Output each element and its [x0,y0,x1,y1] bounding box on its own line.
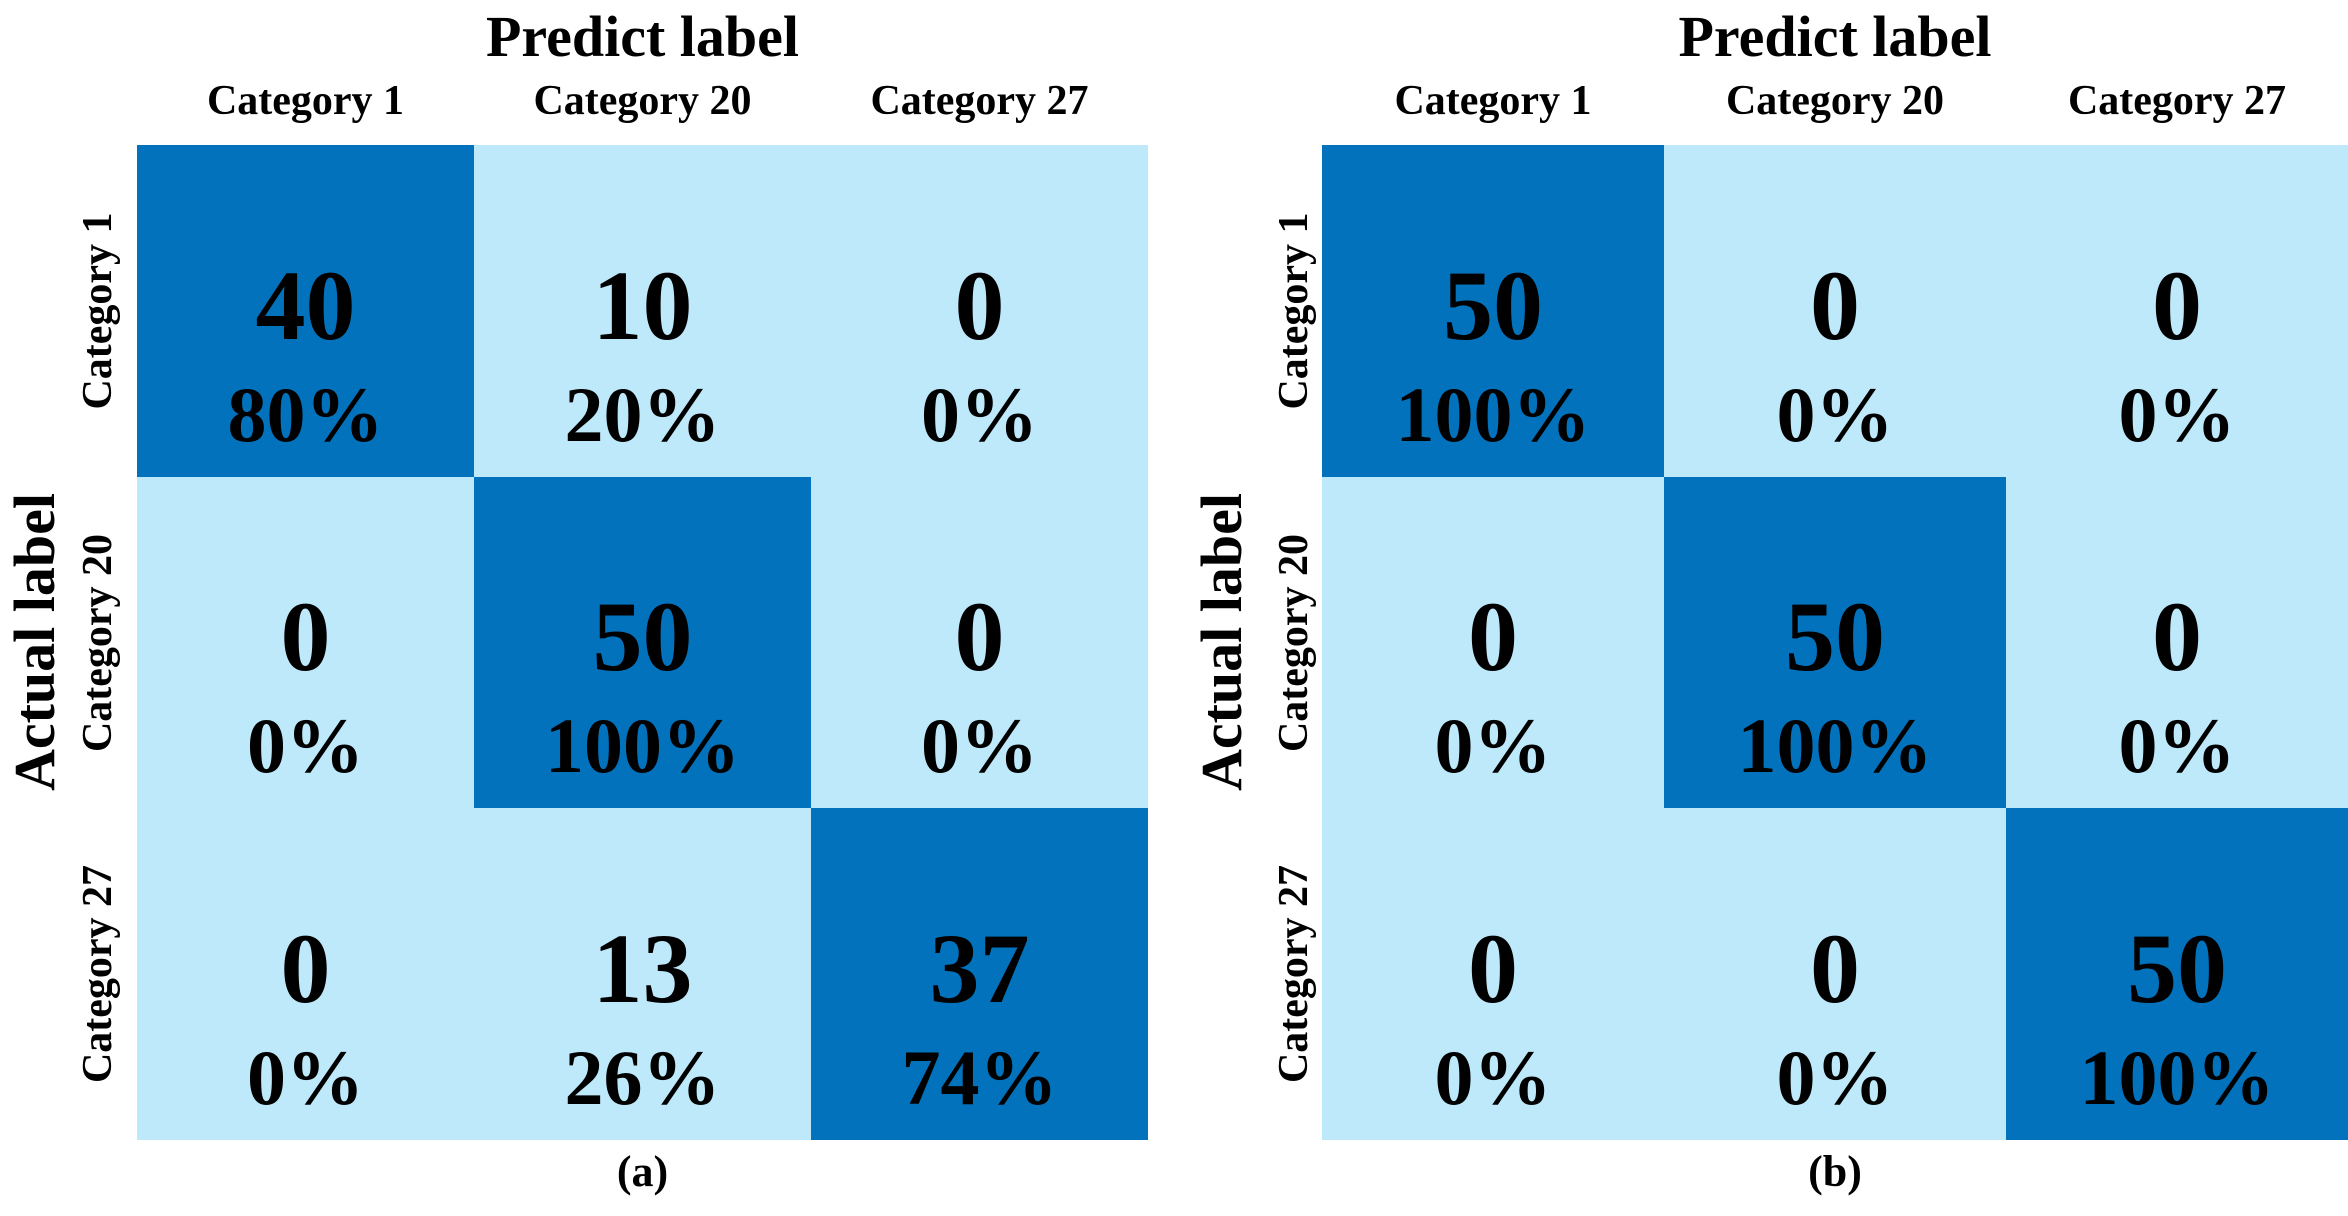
column-header: Category 1 [206,78,405,124]
cell-count: 0 [954,249,1005,361]
matrix-cell: 0 0% [1322,808,1664,1140]
matrix-cell: 0 0% [811,476,1148,809]
cell-count: 0 [280,913,331,1025]
cell-count: 0 [2152,249,2202,361]
cell-count: 10 [592,249,693,361]
cell-value-stack: 50 100% [1395,249,1591,458]
cell-count: 0 [1468,581,1518,693]
cell-percentage: 100% [1395,370,1591,458]
cell-percentage: 0% [247,1034,364,1122]
cell-percentage: 0% [247,702,364,790]
y-axis-title: Actual label [1189,492,1254,792]
matrix-cell: 50 100% [1322,145,1664,477]
cell-percentage: 0% [2118,370,2236,458]
cell-value-stack: 0 0% [2118,249,2236,458]
x-axis-title: Predict label [485,4,800,69]
matrix-cell: 0 0% [811,145,1148,477]
cell-count: 0 [2152,581,2202,693]
matrix-cell: 50 100% [2006,808,2348,1140]
matrix-cell: 0 0% [2006,476,2348,809]
cell-value-stack: 0 0% [1435,587,1552,785]
cell-value-stack: 50 100% [2080,919,2275,1117]
cell-percentage: 74% [901,1034,1058,1122]
cell-percentage: 0% [921,370,1038,458]
cell-value-stack: 40 80% [227,249,384,458]
row-label: Category 27 [1271,865,1317,1084]
cell-count: 40 [255,249,356,361]
panel-caption: (b) [1808,1147,1862,1196]
cell-value-stack: 13 26% [565,919,721,1117]
column-header: Category 20 [1725,78,1945,124]
column-header: Category 27 [2067,78,2287,124]
cell-percentage: 0% [1434,1034,1552,1122]
cell-percentage: 100% [2079,1034,2275,1122]
panel-caption: (a) [616,1147,669,1196]
column-header: Category 1 [1394,78,1592,124]
matrix-cell: 13 26% [474,808,811,1140]
cell-count: 0 [954,581,1005,693]
cell-count: 50 [1785,581,1885,693]
column-header: Category 20 [533,78,752,124]
cell-value-stack: 50 100% [545,587,740,785]
matrix-cell: 0 0% [1664,808,2006,1140]
cell-percentage: 100% [545,702,740,790]
matrix-cell: 0 0% [1664,145,2006,477]
cell-percentage: 80% [227,370,384,458]
cell-count: 50 [2127,913,2227,1025]
matrix-grid: 50 100% 0 0% 0 0% 0 0% 50 100% 0 0% 0 0% 0 0% 50 100% [1322,145,2348,1140]
cell-value-stack: 0 0% [1435,919,1552,1117]
cell-percentage: 26% [564,1034,721,1122]
cell-percentage: 20% [564,370,721,458]
cell-value-stack: 0 0% [921,587,1038,785]
cell-value-stack: 0 0% [247,919,364,1117]
matrix-cell: 0 0% [137,808,474,1140]
cell-count: 0 [1810,249,1860,361]
cell-percentage: 0% [1434,702,1552,790]
column-header: Category 27 [870,78,1089,124]
matrix-cell: 37 74% [811,808,1148,1140]
cell-count: 37 [929,913,1030,1025]
matrix-cell: 0 0% [2006,145,2348,477]
cell-percentage: 0% [1776,1034,1894,1122]
column-headers: Category 1 Category 20 Category 27 [1322,80,2348,122]
cell-count: 13 [592,913,693,1025]
cell-value-stack: 50 100% [1738,587,1933,785]
matrix-grid: 40 80% 10 20% 0 0% 0 0% 50 100% 0 0% 0 0% 13 26% 37 74% [137,145,1148,1140]
cell-value-stack: 0 0% [921,249,1038,458]
cell-value-stack: 0 0% [1777,919,1894,1117]
cell-value-stack: 0 0% [247,587,364,785]
cell-value-stack: 37 74% [902,919,1058,1117]
matrix-cell: 50 100% [1664,476,2006,809]
cell-percentage: 100% [1737,702,1933,790]
matrix-cell: 0 0% [137,476,474,809]
cell-value-stack: 0 0% [1776,249,1894,458]
row-label: Category 1 [1271,212,1317,410]
cell-count: 50 [592,581,693,693]
cell-count: 0 [1468,913,1518,1025]
x-axis-title: Predict label [1678,4,1992,69]
matrix-cell: 50 100% [474,476,811,809]
cell-count: 0 [280,581,331,693]
cell-percentage: 0% [2118,702,2236,790]
column-headers: Category 1 Category 20 Category 27 [137,80,1148,122]
cell-value-stack: 10 20% [564,249,721,458]
cell-value-stack: 0 0% [2119,587,2236,785]
cell-percentage: 0% [921,702,1038,790]
cell-count: 50 [1443,249,1543,361]
cell-count: 0 [1810,913,1860,1025]
matrix-cell: 0 0% [1322,476,1664,809]
cell-percentage: 0% [1776,370,1894,458]
row-label: Category 20 [1271,533,1317,752]
matrix-cell: 10 20% [474,145,811,477]
matrix-cell: 40 80% [137,145,474,477]
